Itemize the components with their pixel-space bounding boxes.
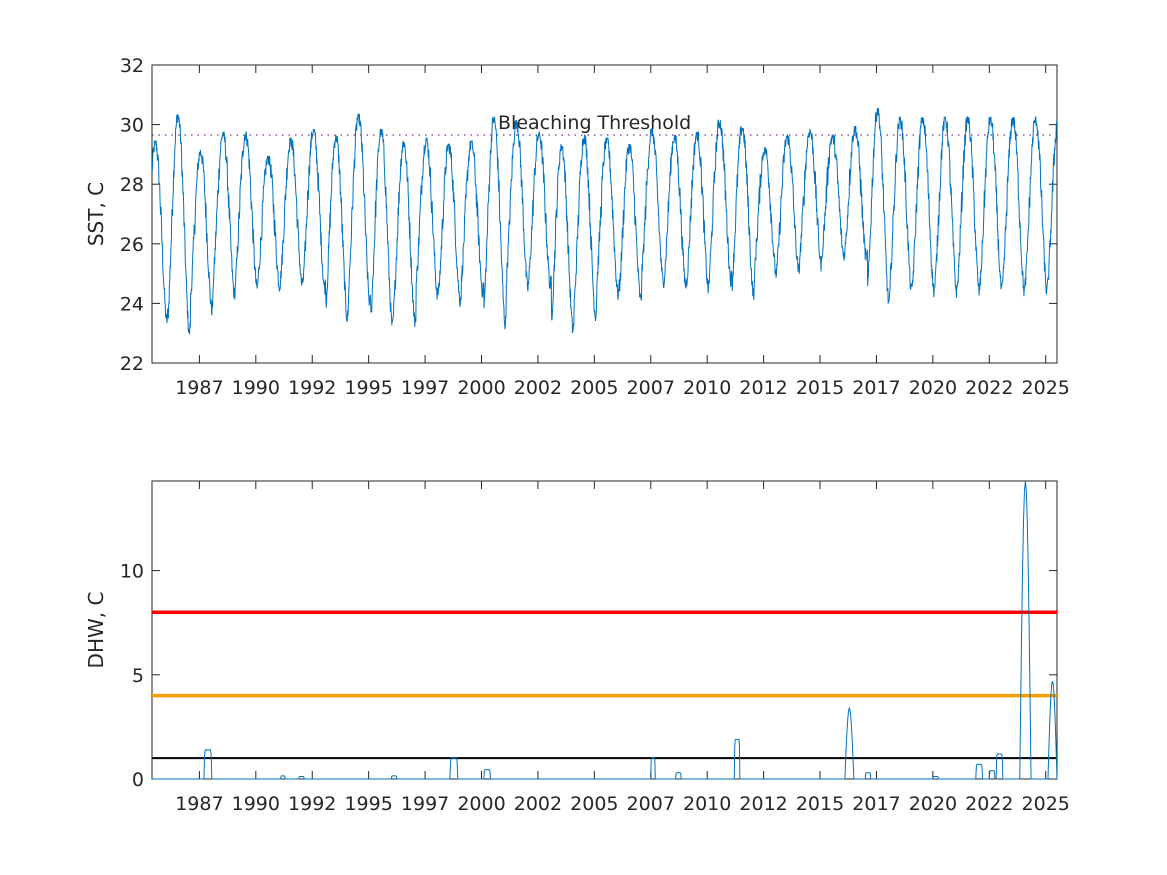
dhw-xtick-label: 2005 (570, 793, 618, 815)
dhw-y-axis-label: DHW, C (84, 592, 108, 669)
sst-xtick-label: 2005 (570, 377, 618, 399)
sst-y-axis-label: SST, C (84, 182, 108, 246)
dhw-xtick-label: 2002 (514, 793, 562, 815)
sst-ytick-label: 30 (120, 115, 144, 137)
dhw-xtick-label: 2022 (965, 793, 1013, 815)
dhw-xtick-label: 2000 (457, 793, 505, 815)
sst-ytick-label: 22 (120, 353, 144, 375)
sst-xtick-label: 1997 (401, 377, 449, 399)
dhw-ytick-label: 10 (120, 561, 144, 583)
sst-xtick-label: 2000 (457, 377, 505, 399)
sst-axes: 22 24 26 28 30 32 1987 1990 1992 1995 1997 2000 200… (84, 55, 1070, 399)
sst-xtick-label: 2010 (683, 377, 731, 399)
sst-ytick-label: 24 (120, 293, 144, 315)
sst-xtick-label: 2002 (514, 377, 562, 399)
sst-ytick-label: 32 (120, 55, 144, 77)
dhw-xtick-label: 2020 (909, 793, 957, 815)
sst-x-ticks: 1987 1990 1992 1995 1997 2000 2002 2005 2007 2010… (175, 65, 1070, 399)
sst-xtick-label: 2025 (1022, 377, 1070, 399)
dhw-xtick-label: 2007 (627, 793, 675, 815)
dhw-axes-box (151, 480, 1058, 780)
dhw-series-line (152, 480, 1058, 780)
sst-axes-box (151, 64, 1058, 364)
sst-ytick-label: 26 (120, 234, 144, 256)
dhw-xtick-label: 1990 (232, 793, 280, 815)
dhw-ytick-label: 5 (132, 665, 144, 687)
sst-xtick-label: 1990 (232, 377, 280, 399)
sst-xtick-label: 2020 (909, 377, 957, 399)
sst-ytick-label: 28 (120, 174, 144, 196)
sst-series-line (151, 108, 1058, 335)
dhw-x-ticks: 1987 1990 1992 1995 1997 2000 2002 2005 2007 2010… (175, 481, 1070, 815)
sst-xtick-label: 2017 (852, 377, 900, 399)
dhw-xtick-label: 2015 (796, 793, 844, 815)
dhw-reference-lines (152, 610, 1057, 760)
dhw-xtick-label: 1987 (175, 793, 223, 815)
dhw-xtick-label: 1992 (288, 793, 336, 815)
dhw-xtick-label: 2012 (739, 793, 787, 815)
sst-xtick-label: 1987 (175, 377, 223, 399)
dhw-axes: 0 5 10 1987 1990 1992 1995 1997 2000 2002 2005 200… (84, 480, 1070, 815)
sst-xtick-label: 2007 (627, 377, 675, 399)
dhw-ytick-label: 0 (132, 769, 144, 791)
dhw-y-ticks: 0 5 10 (120, 561, 1057, 791)
bleaching-threshold-label: Bleaching Threshold (498, 112, 691, 134)
dhw-xtick-label: 2025 (1022, 793, 1070, 815)
sst-xtick-label: 2022 (965, 377, 1013, 399)
sst-xtick-label: 2015 (796, 377, 844, 399)
dhw-xtick-label: 1995 (344, 793, 392, 815)
sst-xtick-label: 1992 (288, 377, 336, 399)
sst-xtick-label: 2012 (739, 377, 787, 399)
dhw-xtick-label: 2010 (683, 793, 731, 815)
dhw-xtick-label: 2017 (852, 793, 900, 815)
dhw-xtick-label: 1997 (401, 793, 449, 815)
sst-xtick-label: 1995 (344, 377, 392, 399)
